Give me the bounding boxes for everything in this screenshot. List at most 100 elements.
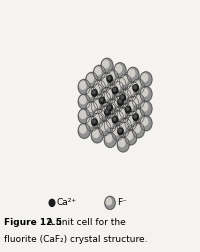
- Circle shape: [92, 90, 97, 96]
- Circle shape: [92, 119, 97, 125]
- Circle shape: [142, 103, 148, 111]
- Circle shape: [116, 65, 122, 73]
- Text: fluorite (CaF₂) crystal structure.: fluorite (CaF₂) crystal structure.: [4, 235, 148, 244]
- Circle shape: [100, 97, 105, 104]
- Circle shape: [100, 93, 107, 101]
- Circle shape: [113, 113, 120, 120]
- Circle shape: [129, 84, 135, 92]
- Circle shape: [127, 82, 139, 97]
- Circle shape: [126, 88, 133, 96]
- Circle shape: [106, 134, 112, 142]
- Circle shape: [119, 124, 125, 132]
- Circle shape: [119, 104, 131, 119]
- Circle shape: [100, 98, 103, 101]
- Circle shape: [107, 105, 112, 111]
- Circle shape: [87, 118, 94, 126]
- Circle shape: [116, 109, 122, 116]
- Circle shape: [93, 130, 99, 138]
- Circle shape: [121, 120, 127, 128]
- Circle shape: [101, 73, 113, 88]
- Circle shape: [119, 74, 131, 89]
- Circle shape: [103, 104, 109, 112]
- Circle shape: [121, 91, 127, 99]
- Circle shape: [125, 101, 137, 116]
- Circle shape: [80, 96, 86, 104]
- Circle shape: [106, 110, 108, 113]
- Circle shape: [129, 69, 135, 77]
- Circle shape: [142, 88, 148, 96]
- Circle shape: [116, 94, 122, 102]
- Circle shape: [125, 130, 137, 145]
- Circle shape: [140, 101, 152, 116]
- Circle shape: [134, 81, 140, 89]
- Circle shape: [95, 67, 101, 75]
- Circle shape: [117, 137, 129, 152]
- Circle shape: [80, 111, 86, 118]
- Circle shape: [112, 111, 124, 126]
- Circle shape: [99, 106, 111, 121]
- Circle shape: [114, 107, 126, 122]
- Circle shape: [78, 123, 90, 138]
- Circle shape: [87, 104, 94, 111]
- Circle shape: [125, 86, 137, 101]
- Circle shape: [112, 125, 124, 140]
- Circle shape: [87, 74, 94, 82]
- Circle shape: [100, 79, 107, 87]
- Circle shape: [93, 91, 95, 94]
- Circle shape: [104, 88, 116, 104]
- Circle shape: [106, 198, 112, 205]
- Circle shape: [121, 96, 123, 99]
- Circle shape: [117, 122, 129, 137]
- Circle shape: [91, 113, 103, 128]
- Circle shape: [113, 98, 120, 106]
- Circle shape: [140, 72, 152, 87]
- Circle shape: [116, 79, 122, 87]
- Circle shape: [113, 127, 120, 135]
- Circle shape: [106, 90, 112, 98]
- Circle shape: [99, 91, 111, 107]
- Circle shape: [119, 139, 125, 147]
- Circle shape: [106, 105, 112, 113]
- Circle shape: [106, 99, 118, 114]
- Circle shape: [86, 102, 98, 117]
- Circle shape: [126, 132, 133, 140]
- Circle shape: [134, 125, 140, 133]
- Circle shape: [132, 108, 144, 123]
- Circle shape: [117, 108, 129, 123]
- Circle shape: [117, 93, 129, 108]
- Circle shape: [101, 58, 113, 73]
- Circle shape: [93, 109, 105, 124]
- Circle shape: [106, 120, 112, 128]
- Circle shape: [121, 76, 127, 84]
- Circle shape: [113, 117, 116, 120]
- Circle shape: [119, 89, 131, 104]
- Circle shape: [108, 106, 110, 109]
- Circle shape: [86, 116, 98, 131]
- Circle shape: [118, 128, 123, 135]
- Text: A unit cell for the: A unit cell for the: [47, 218, 126, 227]
- Text: Figure 12.5: Figure 12.5: [4, 218, 62, 227]
- Circle shape: [95, 97, 101, 104]
- Circle shape: [133, 85, 138, 91]
- Circle shape: [93, 80, 105, 95]
- Circle shape: [112, 96, 124, 111]
- Circle shape: [91, 84, 103, 99]
- Circle shape: [106, 114, 118, 129]
- Circle shape: [91, 128, 103, 143]
- Circle shape: [100, 123, 107, 131]
- Circle shape: [106, 84, 118, 100]
- Circle shape: [86, 87, 98, 102]
- Circle shape: [100, 108, 107, 116]
- Circle shape: [108, 116, 114, 123]
- Circle shape: [80, 125, 86, 133]
- Circle shape: [127, 97, 139, 112]
- Circle shape: [78, 79, 90, 94]
- Circle shape: [134, 115, 136, 118]
- Text: Ca²⁺: Ca²⁺: [57, 198, 77, 207]
- Circle shape: [49, 199, 55, 206]
- Circle shape: [132, 123, 144, 138]
- Circle shape: [113, 87, 118, 94]
- Circle shape: [108, 86, 114, 94]
- Circle shape: [140, 116, 152, 131]
- Circle shape: [108, 72, 114, 80]
